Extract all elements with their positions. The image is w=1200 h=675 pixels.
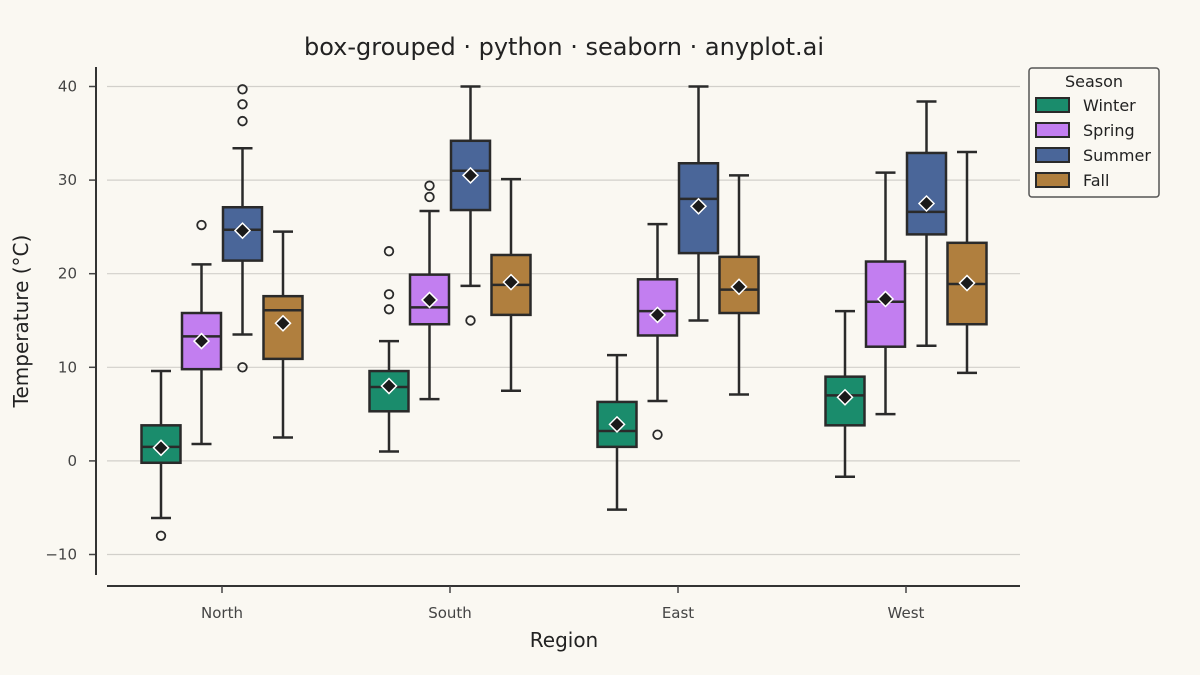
outlier-point <box>155 530 167 541</box>
box-summer-east <box>677 85 720 322</box>
box-fall-south <box>490 177 532 392</box>
axes: −10 0 10 20 30 40 North South East West <box>45 67 1020 622</box>
box-summer-west <box>905 100 948 348</box>
legend-label-fall: Fall <box>1083 171 1109 190</box>
outlier-point <box>383 289 395 300</box>
outlier-point <box>196 219 207 231</box>
mean-marker <box>461 166 480 184</box>
x-axis-label: Region <box>530 628 598 652</box>
legend-label-winter: Winter <box>1083 96 1136 115</box>
x-tick-label: South <box>428 604 472 622</box>
box-fall-north <box>262 230 304 439</box>
mean-marker <box>836 388 854 406</box>
box-iqr <box>262 294 304 361</box>
legend-label-spring: Spring <box>1083 121 1135 140</box>
mean-marker <box>420 291 439 309</box>
plot-area <box>140 84 988 541</box>
outlier-point <box>237 115 248 127</box>
outlier-point <box>237 99 248 110</box>
mean-marker <box>152 439 170 457</box>
y-tick-label: −10 <box>45 546 77 564</box>
outlier-point <box>424 180 435 191</box>
outlier-point <box>652 429 663 440</box>
legend: Season Winter Spring Summer Fall <box>1028 67 1160 198</box>
box-winter-north <box>140 369 182 541</box>
outlier-point <box>424 191 435 203</box>
box-spring-north <box>180 219 223 446</box>
mean-marker <box>502 273 520 291</box>
x-tick-label: East <box>662 604 694 622</box>
outlier-point <box>383 304 395 315</box>
mean-marker <box>233 222 252 240</box>
outlier-point <box>237 362 248 373</box>
outlier-point <box>383 246 395 257</box>
y-tick-label: 10 <box>58 358 77 376</box>
box-winter-west <box>824 309 866 479</box>
grid <box>107 85 1020 556</box>
y-tick-label: 40 <box>58 78 77 96</box>
legend-title: Season <box>1065 72 1123 91</box>
box-fall-east <box>718 174 760 396</box>
y-axis-label: Temperature (°C) <box>9 235 33 409</box>
box-iqr <box>905 151 948 236</box>
mean-marker <box>689 197 708 215</box>
mean-marker <box>958 274 976 292</box>
mean-marker <box>876 290 895 308</box>
chart-title: box-grouped · python · seaborn · anyplot… <box>304 33 824 61</box>
box-spring-east <box>636 222 679 440</box>
legend-swatch-spring <box>1035 122 1070 138</box>
mean-marker <box>192 332 211 350</box>
outlier-point <box>237 84 248 95</box>
box-winter-east <box>596 353 638 511</box>
box-fall-west <box>946 150 988 375</box>
mean-marker <box>380 377 398 395</box>
mean-marker <box>730 278 748 296</box>
box-summer-north <box>221 84 264 373</box>
mean-marker <box>648 306 667 324</box>
legend-swatch-winter <box>1035 97 1070 113</box>
legend-swatch-fall <box>1035 172 1070 188</box>
outlier-point <box>465 315 476 326</box>
x-tick-label: North <box>201 604 243 622</box>
x-tick-label: West <box>888 604 925 622</box>
mean-marker <box>274 314 292 332</box>
legend-label-summer: Summer <box>1083 146 1151 165</box>
box-winter-south <box>368 246 410 453</box>
y-tick-label: 20 <box>58 265 77 283</box>
box-spring-south <box>408 180 451 401</box>
box-summer-south <box>449 85 492 326</box>
legend-swatch-summer <box>1035 147 1070 163</box>
mean-marker <box>917 194 936 213</box>
y-tick-label: 0 <box>67 452 77 470</box>
box-spring-west <box>864 171 907 416</box>
mean-marker <box>608 415 626 433</box>
y-tick-label: 30 <box>58 171 77 189</box>
